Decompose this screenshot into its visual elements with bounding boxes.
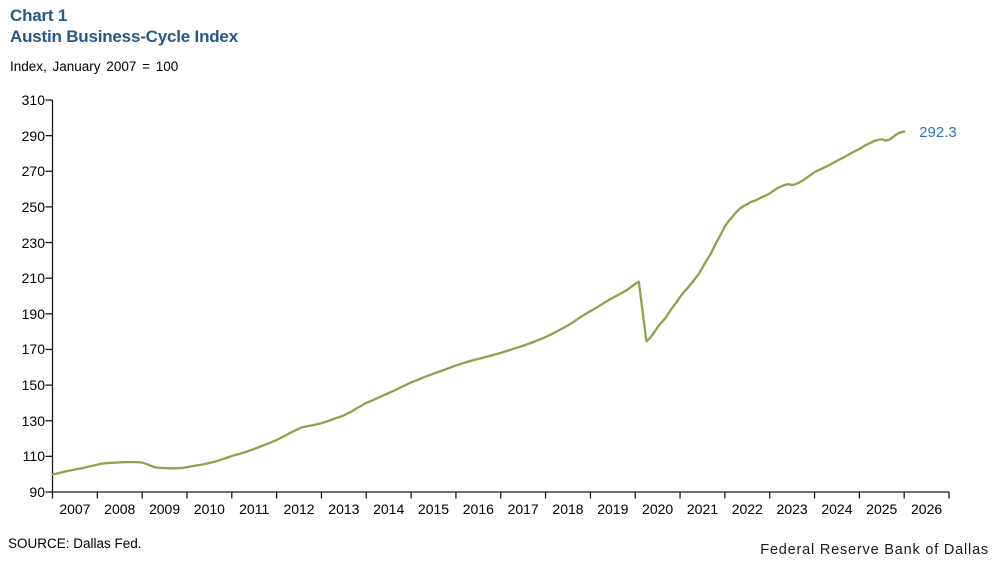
- latest-value-label: 292.3: [919, 123, 957, 141]
- y-tick-label: 310: [21, 92, 45, 108]
- x-tick-label: 2023: [776, 501, 808, 517]
- x-tick-label: 2019: [597, 501, 629, 517]
- y-tick-label: 270: [21, 163, 45, 180]
- dallas-fed-wordmark: Federal Reserve Bank of Dallas: [760, 542, 989, 558]
- x-tick-label: 2016: [462, 501, 494, 517]
- page-title: Austin Business-Cycle Index: [10, 27, 238, 46]
- x-tick-label: 2010: [193, 501, 225, 517]
- x-tick-label: 2015: [417, 501, 450, 517]
- x-tick-label: 2024: [821, 501, 853, 517]
- x-tick-label: 2013: [328, 501, 360, 517]
- axis-units-subtitle: Index, January 2007 = 100: [10, 59, 179, 74]
- y-tick-label: 290: [21, 127, 45, 144]
- x-tick-label: 2007: [59, 501, 91, 517]
- x-tick-label: 2018: [552, 501, 584, 517]
- y-tick-label: 250: [21, 198, 45, 215]
- x-tick-label: 2020: [642, 501, 674, 517]
- x-tick-label: 2012: [283, 501, 315, 517]
- x-tick-label: 2014: [373, 501, 405, 517]
- y-tick-label: 210: [21, 270, 45, 287]
- y-tick-label: 150: [21, 377, 45, 394]
- x-tick-label: 2026: [911, 501, 943, 517]
- y-tick-label: 130: [21, 412, 45, 429]
- x-tick-label: 2008: [104, 501, 136, 517]
- x-tick-label: 2009: [148, 501, 181, 517]
- y-tick-label: 190: [21, 305, 45, 322]
- source-note: SOURCE: Dallas Fed.: [8, 536, 142, 551]
- y-tick-label: 230: [21, 234, 45, 251]
- x-tick-label: 2022: [731, 501, 763, 517]
- business-cycle-index-line: [51, 130, 906, 476]
- x-tick-label: 2011: [239, 501, 270, 517]
- y-tick-label: 170: [21, 341, 45, 358]
- y-tick-label: 110: [22, 448, 45, 465]
- chart-number: Chart 1: [10, 6, 68, 25]
- y-tick-label: 90: [29, 484, 45, 500]
- x-tick-label: 2017: [507, 501, 539, 517]
- x-tick-label: 2021: [686, 501, 719, 517]
- x-tick-label: 2025: [866, 501, 898, 517]
